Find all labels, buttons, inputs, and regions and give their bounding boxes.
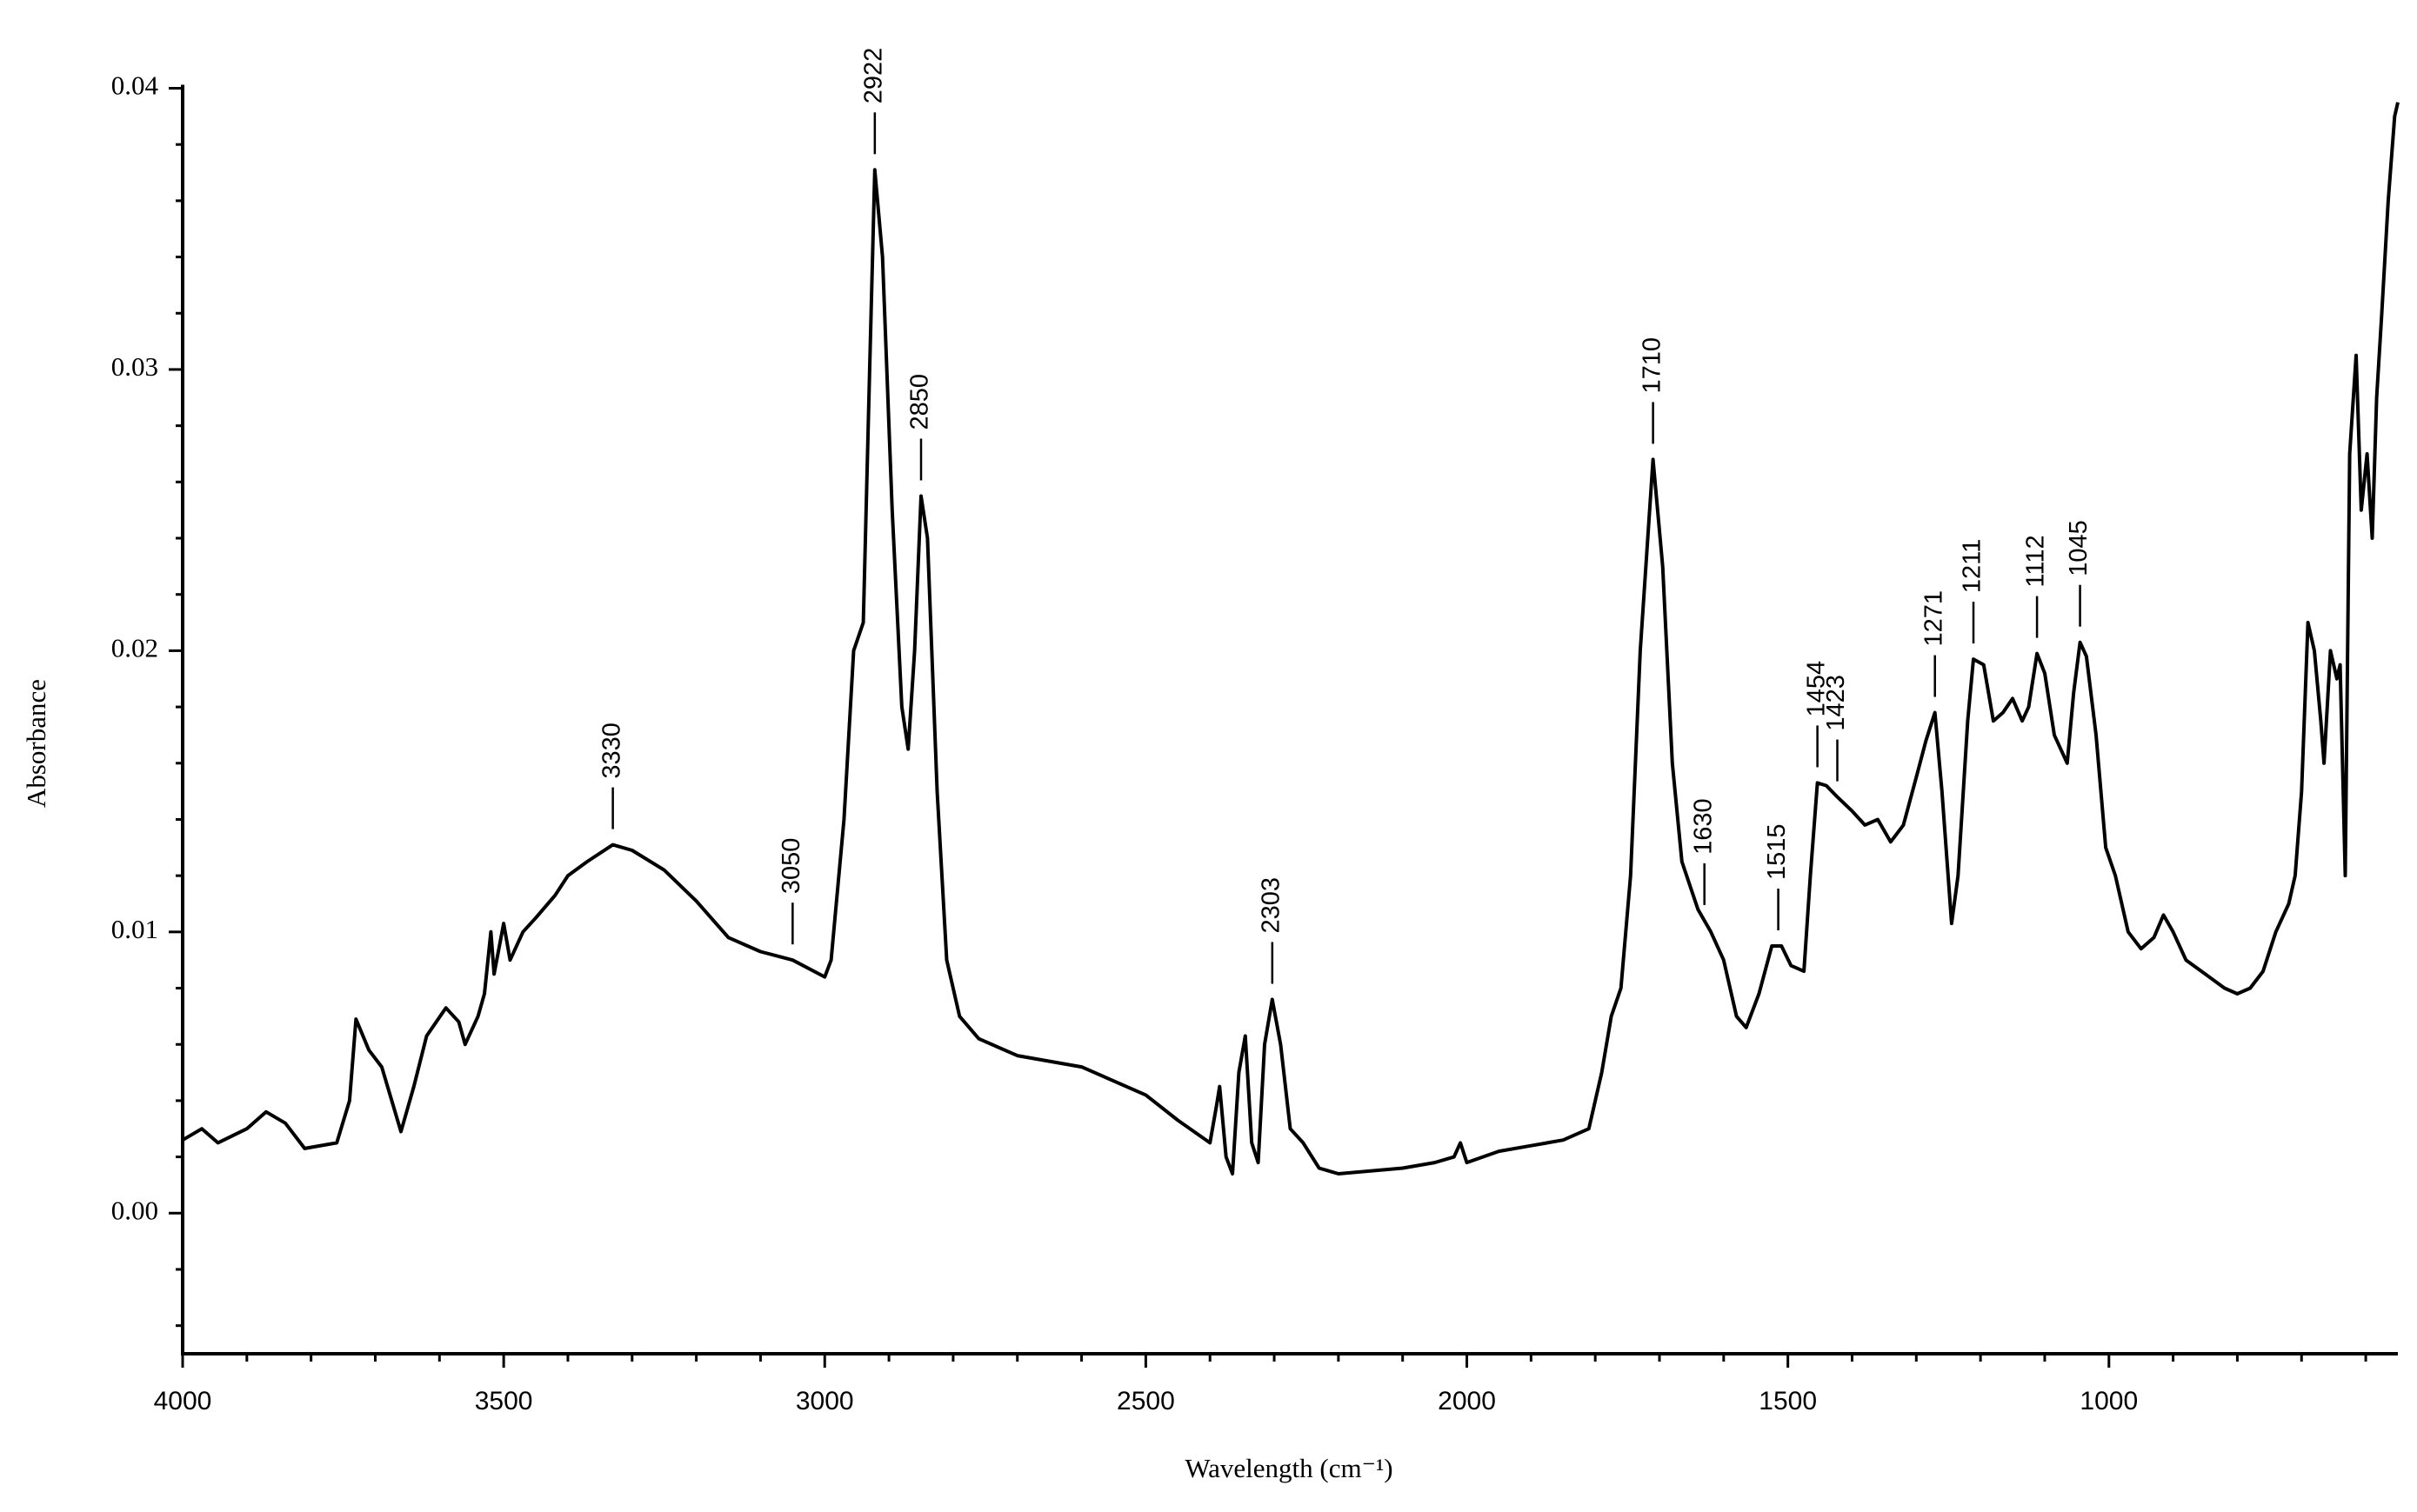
x-tick-label: 1000 [2080, 1387, 2138, 1415]
peak-label: 1211 [1959, 539, 1986, 593]
x-tick-label: 1500 [1759, 1387, 1817, 1415]
y-tick-label: 0.04 [111, 70, 159, 101]
x-tick-label: 4000 [154, 1387, 212, 1415]
x-tick-label: 2500 [1117, 1387, 1175, 1415]
peak-label: 1423 [1822, 675, 1850, 731]
x-tick-label: 3500 [475, 1387, 533, 1415]
peak-label: 3050 [778, 838, 805, 895]
peak-label: 1710 [1638, 337, 1666, 394]
peak-label: 2850 [906, 374, 934, 430]
peak-label: 3330 [598, 723, 625, 779]
x-tick-label: 2000 [1438, 1387, 1496, 1415]
x-tick-label: 3000 [796, 1387, 854, 1415]
y-tick-label: 0.00 [111, 1195, 158, 1225]
peak-label: 1045 [2065, 520, 2093, 576]
spectrum-line [181, 102, 2400, 1176]
peak-label: 1515 [1763, 823, 1791, 880]
x-axis-title: Wavelength (cm⁻¹) [1185, 1453, 1392, 1483]
peak-label: 1112 [2022, 535, 2050, 587]
peak-label: 2303 [1257, 877, 1285, 934]
peak-label: 1630 [1689, 798, 1717, 855]
y-tick-label: 0.02 [111, 632, 158, 663]
peak-label: 1454 [1802, 661, 1830, 717]
y-tick-label: 0.01 [111, 914, 158, 944]
y-axis-title: Absorbance [21, 679, 51, 808]
y-tick-label: 0.03 [111, 351, 158, 382]
peak-label: 2922 [860, 48, 888, 104]
peak-label: 1271 [1920, 590, 1947, 647]
